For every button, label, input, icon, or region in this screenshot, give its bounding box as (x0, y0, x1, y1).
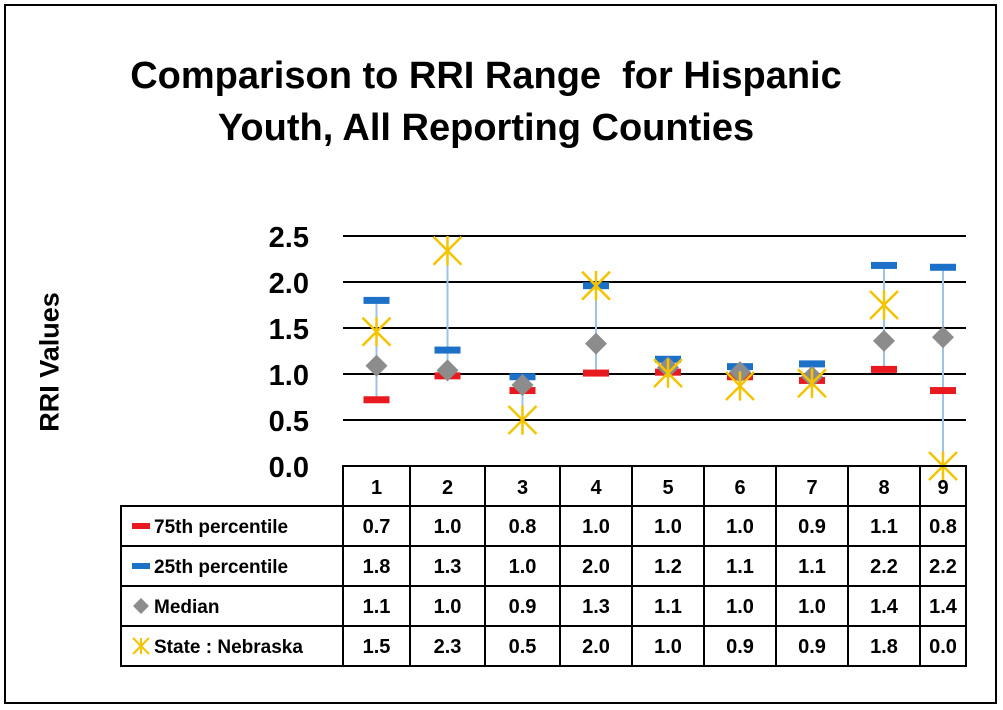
category-label: 5 (662, 477, 673, 499)
data-value-label: 1.0 (798, 596, 826, 618)
marker-dash-8 (871, 365, 897, 373)
data-value-label: 0.9 (726, 636, 754, 658)
chart-title-line-1: Comparison to RRI Range for Hispanic (130, 55, 842, 97)
data-value-label: 1.5 (363, 636, 391, 658)
y-tick-label: 1.0 (269, 360, 309, 392)
marker-star-2 (432, 235, 463, 266)
category-label: 9 (937, 477, 948, 499)
marker-dash-4 (583, 369, 609, 377)
data-value-label: 0.7 (363, 516, 391, 538)
data-value-label: 1.0 (726, 596, 754, 618)
data-value-label: 1.0 (654, 516, 682, 538)
data-value-label: 1.0 (582, 516, 610, 538)
category-label: 7 (806, 477, 817, 499)
data-value-label: 1.0 (726, 516, 754, 538)
marker-star-3 (507, 405, 538, 435)
marker-star-6 (725, 371, 755, 401)
category-label: 2 (442, 477, 453, 499)
marker-dash-2 (434, 346, 461, 354)
data-value-label: 0.8 (509, 516, 537, 538)
legend-series-name: State : Nebraska (154, 637, 303, 658)
legend-series-name: 75th percentile (154, 517, 288, 538)
data-value-label: 1.0 (434, 596, 462, 618)
category-label: 6 (734, 477, 745, 499)
data-value-label: 1.1 (726, 556, 754, 578)
data-value-label: 0.9 (798, 516, 826, 538)
data-value-label: 0.9 (509, 596, 537, 618)
marker-star-1 (361, 316, 392, 347)
marker-diamond-2 (436, 359, 459, 382)
category-label: 4 (590, 477, 602, 499)
marker-star-4 (581, 270, 611, 301)
legend-key-dash (132, 523, 150, 529)
marker-dash-8 (871, 261, 897, 269)
marker-dash-9 (930, 387, 956, 395)
data-value-label: 1.0 (434, 516, 462, 538)
data-value-label: 1.1 (363, 596, 391, 618)
chart-title: Comparison to RRI Range for Hispanic You… (76, 50, 896, 154)
data-value-label: 1.8 (870, 636, 898, 658)
data-value-label: 1.1 (798, 556, 826, 578)
data-value-label: 0.0 (929, 636, 957, 658)
y-tick-label: 0.5 (269, 406, 309, 438)
data-value-label: 0.5 (509, 636, 537, 658)
data-value-label: 1.4 (870, 596, 899, 618)
marker-star-5 (653, 358, 683, 388)
y-tick-label: 0.0 (269, 452, 309, 484)
chart-frame: Comparison to RRI Range for Hispanic You… (4, 4, 997, 704)
data-value-label: 1.1 (654, 596, 682, 618)
data-value-label: 1.0 (509, 556, 537, 578)
data-value-label: 1.0 (654, 636, 682, 658)
marker-dash-1 (363, 296, 390, 304)
data-value-label: 2.0 (582, 636, 610, 658)
data-value-label: 2.2 (870, 556, 898, 578)
data-value-label: 1.2 (654, 556, 682, 578)
data-value-label: 1.1 (870, 516, 898, 538)
marker-dash-9 (930, 263, 956, 271)
legend-series-name: Median (154, 597, 219, 618)
y-tick-label: 2.0 (269, 268, 309, 300)
y-tick-label: 1.5 (269, 314, 309, 346)
legend-key-dash (132, 563, 150, 569)
marker-diamond-4 (585, 332, 607, 355)
data-value-label: 0.9 (798, 636, 826, 658)
y-tick-label: 2.5 (269, 222, 309, 254)
marker-dash-1 (363, 396, 390, 404)
legend-key-star (132, 637, 150, 655)
data-value-label: 2.3 (434, 636, 462, 658)
marker-star-8 (869, 290, 899, 320)
category-label: 3 (517, 477, 528, 499)
data-value-label: 1.3 (434, 556, 462, 578)
marker-star-7 (797, 368, 827, 399)
legend-series-name: 25th percentile (154, 557, 288, 578)
marker-diamond-8 (873, 329, 895, 352)
data-value-label: 2.2 (929, 556, 957, 578)
marker-diamond-3 (511, 374, 534, 397)
marker-dash-7 (799, 360, 825, 368)
marker-diamond-1 (365, 354, 388, 377)
legend-key-diamond (133, 598, 149, 614)
table-header-border (342, 465, 967, 507)
data-value-label: 0.8 (929, 516, 957, 538)
data-value-label: 1.4 (929, 596, 958, 618)
marker-diamond-9 (932, 326, 954, 349)
category-label: 1 (371, 477, 382, 499)
data-value-label: 1.8 (363, 556, 391, 578)
category-label: 8 (878, 477, 889, 499)
data-value-label: 2.0 (582, 556, 610, 578)
chart-title-line-2: Youth, All Reporting Counties (217, 107, 755, 149)
data-value-label: 1.3 (582, 596, 610, 618)
